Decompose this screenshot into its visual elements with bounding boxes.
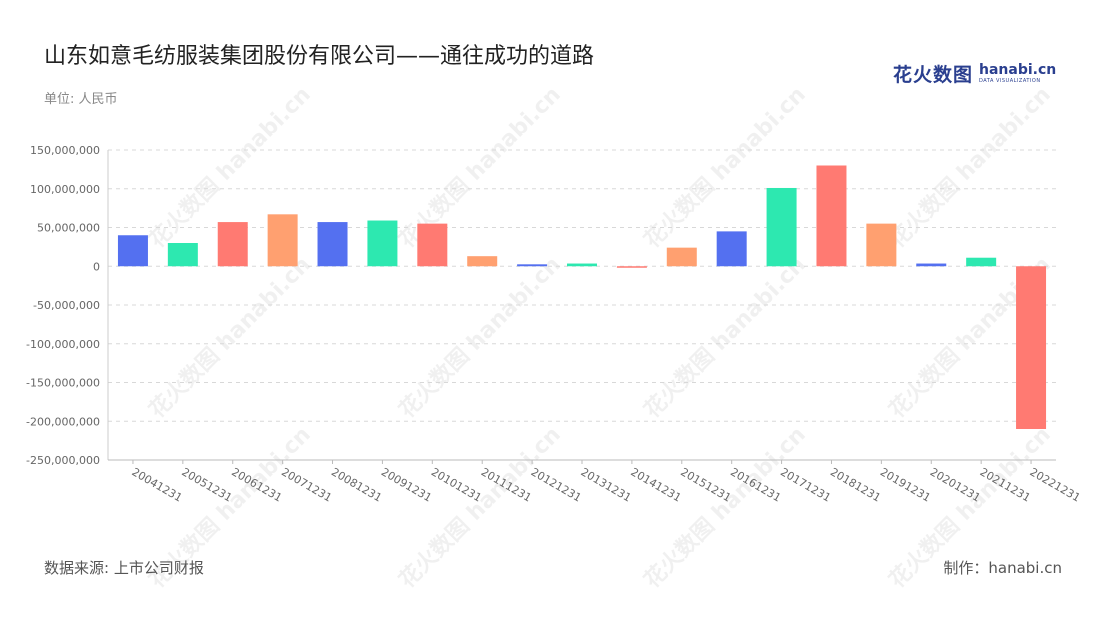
bar-20081231 [317, 222, 348, 267]
bar-20111231 [467, 256, 498, 267]
bar-20071231 [267, 214, 298, 267]
bar-20171231 [766, 187, 797, 267]
y-tick-label: 0 [93, 260, 100, 273]
data-source-label: 数据来源: 上市公司财报 [44, 559, 204, 577]
x-tick-label: 20211231 [978, 465, 1033, 504]
bar-20061231 [217, 222, 248, 267]
bar-20141231 [616, 266, 647, 268]
bar-20101231 [417, 223, 448, 267]
y-tick-label: -50,000,000 [33, 299, 100, 312]
logo-en-block: hanabi.cn DATA VISUALIZATION [979, 63, 1056, 84]
bar-20131231 [567, 263, 597, 267]
brand-logo: 花火数图 hanabi.cn DATA VISUALIZATION [893, 60, 1056, 86]
logo-en-text: hanabi.cn [979, 61, 1057, 78]
y-tick-label: -100,000,000 [26, 338, 100, 351]
x-tick-label: 20101231 [429, 465, 484, 504]
y-tick-label: -150,000,000 [26, 377, 100, 390]
x-tick-label: 20071231 [279, 465, 334, 504]
logo-tagline: DATA VISUALIZATION [979, 77, 1041, 84]
bar-20151231 [666, 247, 697, 267]
maker-label: 制作：hanabi.cn [943, 559, 1062, 577]
x-tick-label: 20091231 [379, 465, 434, 504]
bar-20181231 [816, 165, 847, 267]
x-tick-label: 20061231 [229, 465, 284, 504]
x-tick-label: 20191231 [878, 465, 933, 504]
bar-20191231 [866, 223, 897, 267]
bar-20121231 [517, 264, 548, 267]
y-tick-label: -250,000,000 [26, 454, 100, 467]
x-tick-label: 20081231 [329, 465, 384, 504]
bar-20211231 [966, 257, 997, 267]
y-tick-label: 150,000,000 [30, 144, 100, 157]
bar-series [117, 165, 1047, 429]
y-tick-label: -200,000,000 [26, 415, 100, 428]
x-tick-label: 20041231 [129, 465, 184, 504]
bar-20201231 [916, 263, 947, 267]
y-tick-label: 50,000,000 [37, 222, 100, 235]
bar-20051231 [167, 243, 198, 267]
bar-20041231 [117, 235, 148, 267]
y-axis-ticks: 150,000,000 100,000,000 50,000,000 0 -50,000… [26, 144, 109, 467]
x-tick-label: 20221231 [1028, 465, 1083, 504]
x-tick-label: 20051231 [179, 465, 234, 504]
grid-lines [108, 149, 1056, 461]
logo-cn-text: 花火数图 [893, 63, 974, 86]
y-tick-label: 100,000,000 [30, 183, 100, 196]
x-tick-label: 20161231 [728, 465, 783, 504]
bar-20161231 [716, 231, 747, 267]
bar-20091231 [367, 220, 398, 267]
x-tick-label: 20111231 [479, 465, 534, 504]
x-tick-label: 20131231 [579, 465, 634, 504]
x-tick-label: 20151231 [678, 465, 733, 504]
x-tick-label: 20141231 [628, 465, 683, 504]
x-tick-label: 20201231 [928, 465, 983, 504]
x-tick-label: 20171231 [778, 465, 833, 504]
chart-title: 山东如意毛纺服装集团股份有限公司——通往成功的道路 [44, 44, 595, 69]
x-axis-ticks: 2004123120051231200612312007123120081231… [129, 460, 1083, 505]
x-tick-label: 20121231 [529, 465, 584, 504]
bar-20221231 [1016, 266, 1047, 429]
unit-label: 单位: 人民币 [44, 92, 118, 107]
x-tick-label: 20181231 [828, 465, 883, 504]
